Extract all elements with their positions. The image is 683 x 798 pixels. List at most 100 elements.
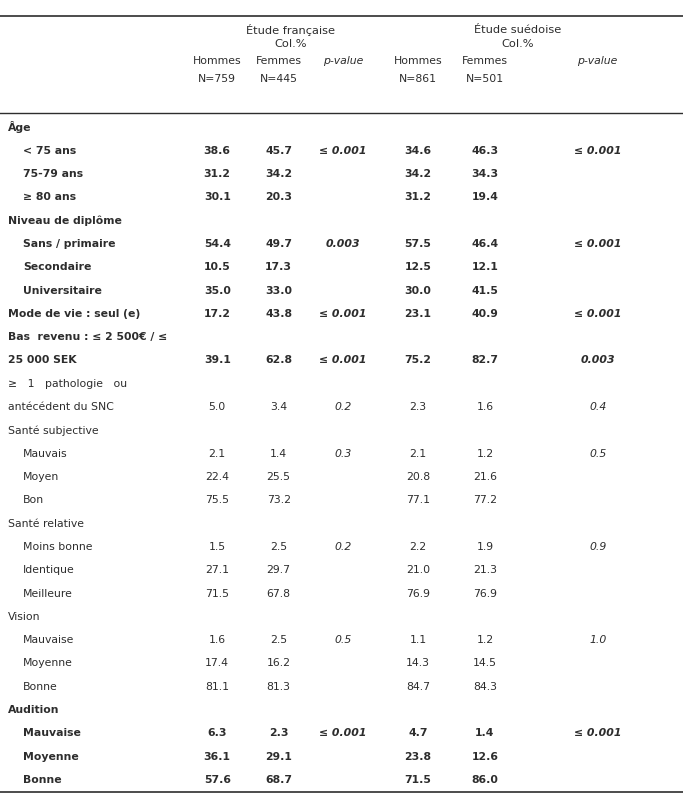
Text: 31.2: 31.2	[404, 192, 432, 202]
Text: 45.7: 45.7	[265, 146, 292, 156]
Text: 12.5: 12.5	[404, 263, 432, 272]
Text: 0.3: 0.3	[334, 448, 352, 459]
Text: ≤ 0.001: ≤ 0.001	[574, 146, 622, 156]
Text: 75.5: 75.5	[205, 496, 229, 505]
Text: 29.7: 29.7	[266, 565, 291, 575]
Text: ≤ 0.001: ≤ 0.001	[574, 309, 622, 319]
Text: 38.6: 38.6	[204, 146, 231, 156]
Text: ≥   1   pathologie   ou: ≥ 1 pathologie ou	[8, 379, 127, 389]
Text: 86.0: 86.0	[471, 775, 499, 785]
Text: 36.1: 36.1	[204, 752, 231, 761]
Text: 73.2: 73.2	[266, 496, 291, 505]
Text: 77.2: 77.2	[473, 496, 497, 505]
Text: ≤ 0.001: ≤ 0.001	[574, 729, 622, 738]
Text: 71.5: 71.5	[404, 775, 432, 785]
Text: 2.2: 2.2	[409, 542, 427, 552]
Text: Moyenne: Moyenne	[23, 752, 79, 761]
Text: 1.6: 1.6	[208, 635, 226, 645]
Text: Femmes: Femmes	[462, 56, 508, 65]
Text: 30.0: 30.0	[404, 286, 432, 295]
Text: 20.8: 20.8	[406, 472, 430, 482]
Text: 16.2: 16.2	[266, 658, 291, 669]
Text: 2.5: 2.5	[270, 635, 288, 645]
Text: 76.9: 76.9	[406, 588, 430, 598]
Text: 1.2: 1.2	[476, 635, 494, 645]
Text: N=759: N=759	[198, 74, 236, 84]
Text: 82.7: 82.7	[471, 355, 499, 365]
Text: < 75 ans: < 75 ans	[23, 146, 76, 156]
Text: 21.0: 21.0	[406, 565, 430, 575]
Text: 67.8: 67.8	[266, 588, 291, 598]
Text: 1.9: 1.9	[476, 542, 494, 552]
Text: 0.003: 0.003	[581, 355, 615, 365]
Text: 40.9: 40.9	[471, 309, 499, 319]
Text: 57.6: 57.6	[204, 775, 231, 785]
Text: ≤ 0.001: ≤ 0.001	[319, 146, 367, 156]
Text: 12.1: 12.1	[471, 263, 499, 272]
Text: 1.0: 1.0	[589, 635, 607, 645]
Text: 0.5: 0.5	[589, 448, 607, 459]
Text: 23.1: 23.1	[404, 309, 432, 319]
Text: 2.1: 2.1	[409, 448, 427, 459]
Text: Mauvaise: Mauvaise	[23, 729, 81, 738]
Text: Audition: Audition	[8, 705, 59, 715]
Text: Meilleure: Meilleure	[23, 588, 73, 598]
Text: Bon: Bon	[23, 496, 44, 505]
Text: Identique: Identique	[23, 565, 75, 575]
Text: Bas  revenu : ≤ 2 500€ / ≤: Bas revenu : ≤ 2 500€ / ≤	[8, 332, 167, 342]
Text: 25 000 SEK: 25 000 SEK	[8, 355, 76, 365]
Text: 54.4: 54.4	[204, 239, 231, 249]
Text: Secondaire: Secondaire	[23, 263, 92, 272]
Text: N=445: N=445	[260, 74, 298, 84]
Text: 1.5: 1.5	[208, 542, 226, 552]
Text: Col.%: Col.%	[502, 39, 534, 49]
Text: p-value: p-value	[322, 56, 363, 65]
Text: Étude française: Étude française	[246, 23, 335, 36]
Text: Étude suédoise: Étude suédoise	[475, 25, 561, 34]
Text: N=861: N=861	[399, 74, 437, 84]
Text: 3.4: 3.4	[270, 402, 288, 412]
Text: ≤ 0.001: ≤ 0.001	[574, 239, 622, 249]
Text: Sans / primaire: Sans / primaire	[23, 239, 115, 249]
Text: 20.3: 20.3	[265, 192, 292, 202]
Text: 35.0: 35.0	[204, 286, 231, 295]
Text: 12.6: 12.6	[471, 752, 499, 761]
Text: 75-79 ans: 75-79 ans	[23, 169, 83, 179]
Text: Moyen: Moyen	[23, 472, 59, 482]
Text: 30.1: 30.1	[204, 192, 231, 202]
Text: 34.6: 34.6	[404, 146, 432, 156]
Text: 1.2: 1.2	[476, 448, 494, 459]
Text: Âge: Âge	[8, 121, 31, 133]
Text: 25.5: 25.5	[266, 472, 291, 482]
Text: 1.4: 1.4	[270, 448, 288, 459]
Text: 0.2: 0.2	[334, 402, 352, 412]
Text: 81.3: 81.3	[266, 681, 291, 692]
Text: ≥ 80 ans: ≥ 80 ans	[23, 192, 76, 202]
Text: 84.7: 84.7	[406, 681, 430, 692]
Text: 1.1: 1.1	[409, 635, 427, 645]
Text: 0.2: 0.2	[334, 542, 352, 552]
Text: 57.5: 57.5	[404, 239, 432, 249]
Text: Moins bonne: Moins bonne	[23, 542, 93, 552]
Text: 2.3: 2.3	[269, 729, 288, 738]
Text: 75.2: 75.2	[404, 355, 432, 365]
Text: Col.%: Col.%	[274, 39, 307, 49]
Text: 0.5: 0.5	[334, 635, 352, 645]
Text: 5.0: 5.0	[208, 402, 226, 412]
Text: 43.8: 43.8	[265, 309, 292, 319]
Text: 41.5: 41.5	[471, 286, 499, 295]
Text: 14.3: 14.3	[406, 658, 430, 669]
Text: 10.5: 10.5	[204, 263, 231, 272]
Text: 76.9: 76.9	[473, 588, 497, 598]
Text: 68.7: 68.7	[265, 775, 292, 785]
Text: p-value: p-value	[577, 56, 618, 65]
Text: ≤ 0.001: ≤ 0.001	[319, 309, 367, 319]
Text: 84.3: 84.3	[473, 681, 497, 692]
Text: 46.3: 46.3	[471, 146, 499, 156]
Text: antécédent du SNC: antécédent du SNC	[8, 402, 114, 412]
Text: 34.2: 34.2	[404, 169, 432, 179]
Text: 0.9: 0.9	[589, 542, 607, 552]
Text: Santé subjective: Santé subjective	[8, 425, 99, 436]
Text: 21.6: 21.6	[473, 472, 497, 482]
Text: 1.6: 1.6	[476, 402, 494, 412]
